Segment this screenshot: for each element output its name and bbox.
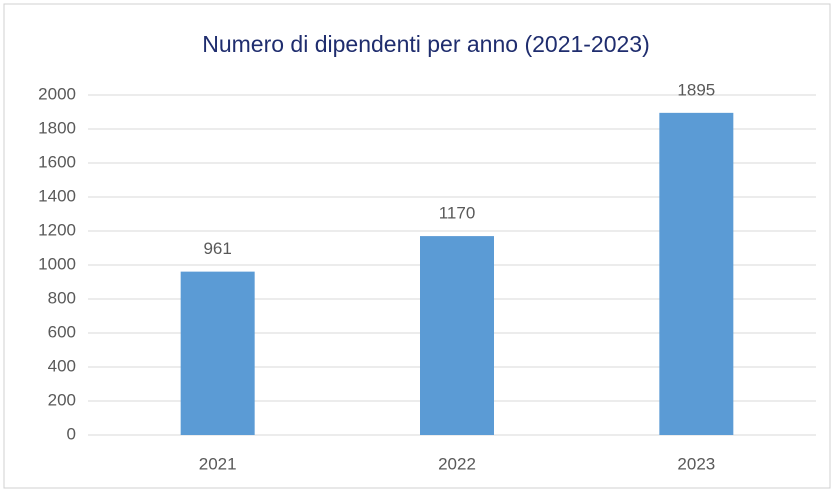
bar (420, 236, 494, 435)
x-tick-label: 2021 (199, 454, 237, 473)
x-tick-label: 2022 (438, 454, 476, 473)
y-tick-label: 1600 (38, 152, 76, 171)
y-tick-label: 0 (67, 424, 76, 443)
y-tick-label: 600 (48, 322, 76, 341)
y-tick-label: 2000 (38, 84, 76, 103)
data-label: 1170 (439, 204, 476, 223)
bar (659, 112, 734, 435)
y-tick-label: 1400 (38, 186, 76, 205)
data-label: 1895 (677, 80, 715, 99)
y-tick-label: 1000 (38, 254, 76, 273)
chart-title: Numero di dipendenti per anno (2021-2023… (202, 31, 650, 57)
y-tick-label: 200 (48, 390, 76, 409)
y-tick-label: 1200 (38, 220, 76, 239)
bar (180, 271, 255, 435)
y-tick-label: 1800 (38, 118, 76, 137)
y-tick-label: 800 (48, 288, 76, 307)
data-label: 961 (203, 239, 231, 258)
x-tick-label: 2023 (677, 454, 715, 473)
y-tick-label: 400 (48, 356, 76, 375)
